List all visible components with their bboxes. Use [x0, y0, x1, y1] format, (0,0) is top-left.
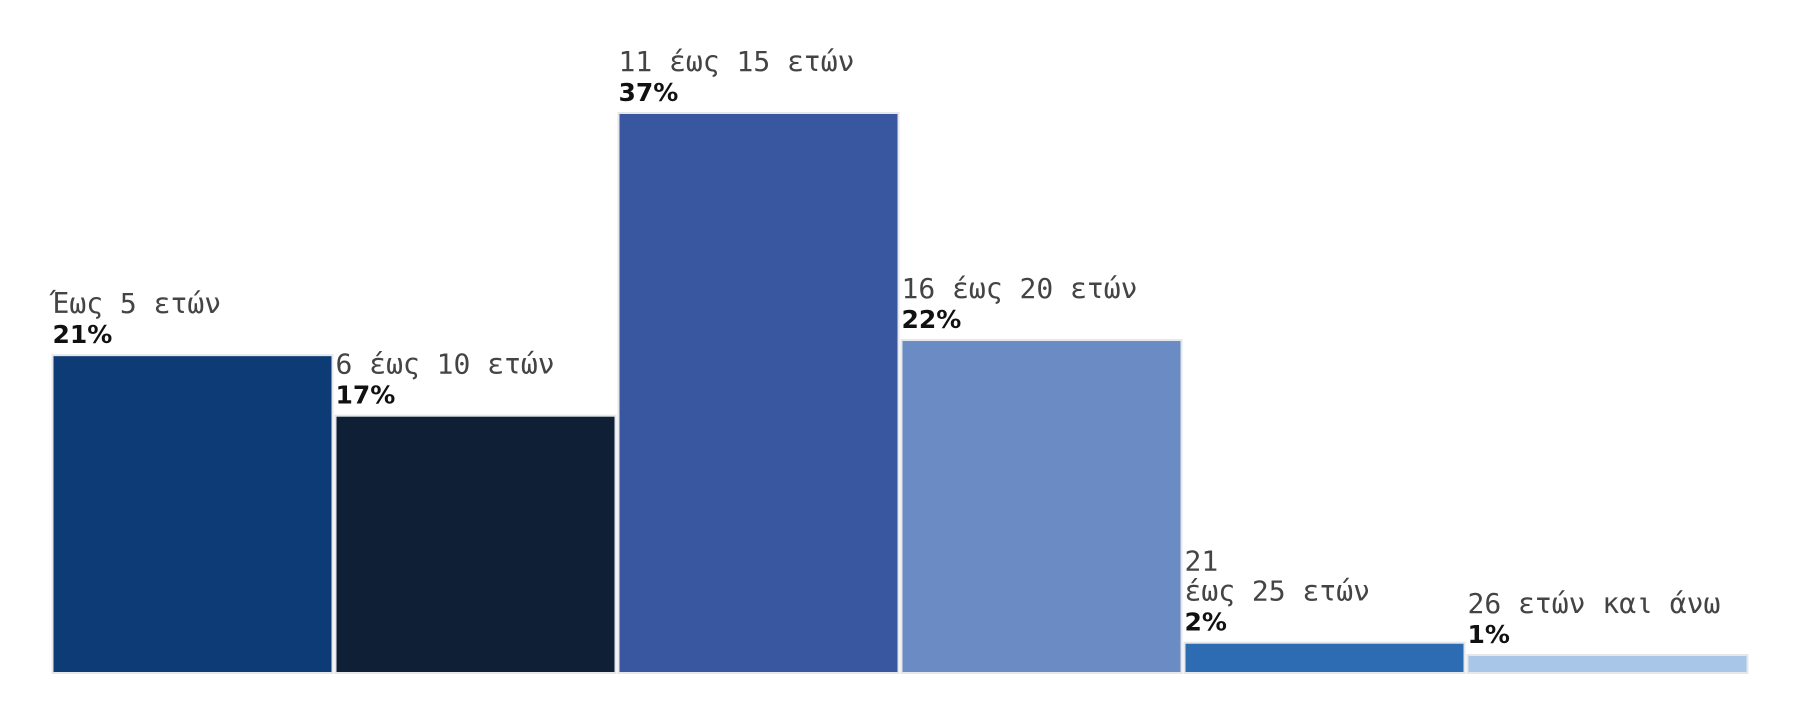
value-label-4: 22% [902, 305, 962, 334]
value-label-6: 1% [1468, 620, 1510, 649]
category-label-2: 6 έως 10 ετών [336, 348, 555, 381]
value-label-2: 17% [336, 381, 396, 410]
value-label-1: 21% [53, 320, 113, 349]
bar-5 [1183, 641, 1466, 675]
category-label-1: Έως 5 ετών [49, 287, 222, 320]
category-label-5-line-2: έως 25 ετών [1185, 575, 1370, 608]
category-label-5: 21 έως 25 ετών [1185, 545, 1370, 608]
category-label-5-line-1: 21 [1185, 545, 1219, 578]
category-label-4: 16 έως 20 ετών [902, 272, 1138, 305]
bar-6 [1466, 654, 1749, 674]
bar-3 [617, 112, 900, 674]
category-label-6: 26 ετών και άνω [1468, 587, 1721, 620]
bar-2 [334, 414, 617, 674]
bar-4 [900, 339, 1183, 674]
bar-1 [51, 354, 334, 674]
category-label-3: 11 έως 15 ετών [619, 45, 855, 78]
value-label-3: 37% [619, 78, 679, 107]
value-label-5: 2% [1185, 608, 1227, 637]
